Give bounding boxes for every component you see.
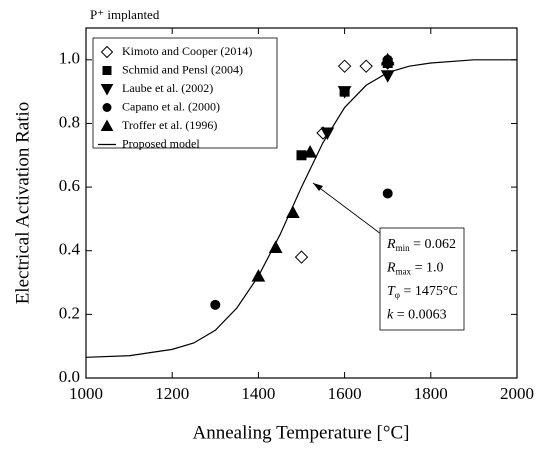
point — [294, 250, 309, 264]
point — [380, 70, 395, 83]
legend-label: Schmid and Pensl (2004) — [122, 62, 243, 76]
point — [286, 205, 300, 219]
point — [337, 86, 352, 99]
parameter-value: = 0.0063 — [393, 308, 446, 323]
y-tick-label: 0.8 — [59, 112, 80, 131]
point — [382, 188, 393, 199]
x-tick-label: 1200 — [155, 384, 189, 403]
y-tick-label: 0.2 — [59, 303, 80, 322]
x-axis-title: Annealing Temperature [°C] — [193, 422, 410, 443]
annotation: P⁺ implanted — [90, 7, 160, 22]
point — [268, 240, 283, 254]
parameter-value: = 0.062 — [410, 237, 456, 252]
point — [320, 127, 335, 141]
point — [359, 59, 373, 73]
point — [337, 59, 352, 73]
parameter-sub: φ — [395, 290, 400, 300]
parameter-var: k — [387, 308, 394, 323]
x-tick-label: 1400 — [241, 384, 275, 403]
legend-marker — [102, 66, 112, 75]
y-tick-label: 0.4 — [59, 240, 81, 259]
x-tick-label: 1000 — [69, 384, 103, 403]
legend-marker — [100, 45, 114, 59]
parameter: Rmin = 0.062 — [386, 237, 456, 253]
plot-frame — [85, 27, 518, 379]
legend-label: Laube et al. (2002) — [122, 81, 213, 95]
parameter: k = 0.0063 — [387, 308, 447, 323]
parameter-var: T — [387, 284, 396, 299]
point — [380, 52, 395, 66]
parameter-value: = 1.0 — [411, 261, 443, 276]
y-tick-label: 0.0 — [59, 367, 80, 386]
point — [210, 299, 221, 310]
point — [296, 150, 307, 161]
x-tick-label: 1600 — [328, 384, 362, 403]
legend-label: Troffer et al. (1996) — [122, 118, 217, 132]
legend-marker — [100, 119, 114, 131]
legend-box — [92, 37, 278, 149]
parameter: Rmax = 1.0 — [386, 261, 443, 277]
parameter-box — [379, 227, 465, 331]
y-tick-label: 0.6 — [59, 176, 80, 195]
parameter-value: = 1475°C — [400, 284, 458, 299]
point — [303, 145, 317, 158]
parameter: Tφ = 1475°C — [387, 284, 458, 300]
legend-label: Proposed model — [122, 136, 200, 150]
parameter-sub: max — [396, 267, 412, 277]
parameter-sub: min — [396, 243, 411, 253]
legend-label: Kimoto and Cooper (2014) — [122, 44, 252, 58]
y-tick-label: 1.0 — [59, 49, 80, 68]
arrowhead — [313, 183, 323, 191]
model-line — [85, 59, 517, 358]
arrow — [312, 182, 382, 235]
y-axis-title: Electrical Activation Ratio — [12, 102, 33, 305]
x-tick-label: 2000 — [500, 384, 534, 403]
x-tick-label: 1800 — [414, 384, 448, 403]
legend-label: Capano et al. (2000) — [122, 99, 220, 113]
parameter-var: R — [386, 261, 396, 276]
legend-marker — [100, 84, 114, 96]
legend-marker — [102, 103, 112, 112]
parameter-var: R — [386, 237, 396, 252]
point — [251, 269, 266, 282]
